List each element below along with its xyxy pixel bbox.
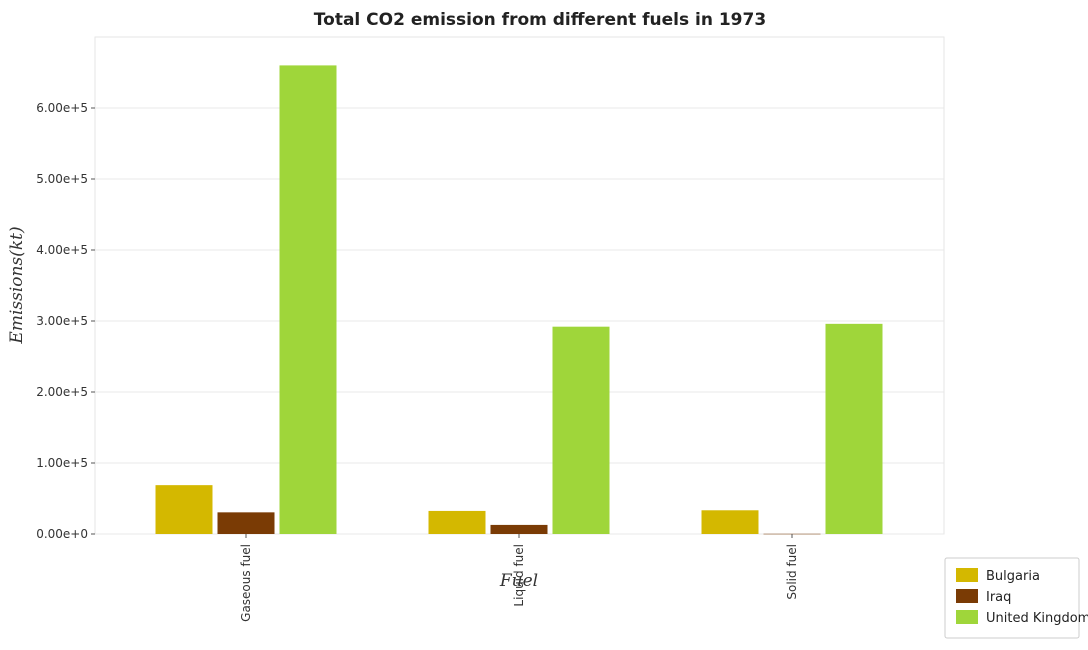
bar [701, 510, 759, 534]
bar [217, 512, 275, 534]
gridlines [95, 107, 944, 535]
bar [155, 485, 213, 534]
legend-label: Bulgaria [986, 569, 1040, 584]
y-tick-label: 4.00e+5 [36, 243, 88, 257]
plot-area [94, 36, 945, 535]
bar [490, 524, 548, 534]
bars [155, 65, 883, 535]
bar [552, 326, 610, 534]
x-tick-label: Liquid fuel [512, 544, 526, 607]
legend-label: United Kingdom [986, 611, 1088, 626]
x-axis-title: Fuel [499, 571, 538, 591]
legend: Bulgaria Iraq United Kingdom [944, 557, 1088, 639]
legend-swatch [956, 610, 978, 624]
y-tick-label: 5.00e+5 [36, 172, 88, 186]
bar [825, 323, 883, 534]
legend-box [944, 557, 1080, 639]
bar [428, 510, 486, 534]
bar [279, 65, 337, 535]
y-tick-label: 2.00e+5 [36, 385, 88, 399]
legend-swatch [956, 568, 978, 582]
x-tick-label: Solid fuel [785, 544, 799, 600]
legend-label: Iraq [986, 590, 1011, 605]
y-tick-label: 1.00e+5 [36, 456, 88, 470]
y-tick-label: 3.00e+5 [36, 314, 88, 328]
y-tick-label: 0.00e+0 [36, 527, 88, 541]
chart-title: Total CO2 emission from different fuels … [314, 10, 766, 30]
y-axis-ticks: 0.00e+0 1.00e+5 2.00e+5 3.00e+5 4.00e+5 5.00e… [36, 101, 95, 541]
y-axis-title: Emissions(kt) [7, 226, 27, 344]
x-tick-label: Gaseous fuel [239, 544, 253, 622]
legend-swatch [956, 589, 978, 603]
x-axis-ticks: Gaseous fuel Liquid fuel Solid fuel [239, 534, 799, 622]
y-tick-label: 6.00e+5 [36, 101, 88, 115]
